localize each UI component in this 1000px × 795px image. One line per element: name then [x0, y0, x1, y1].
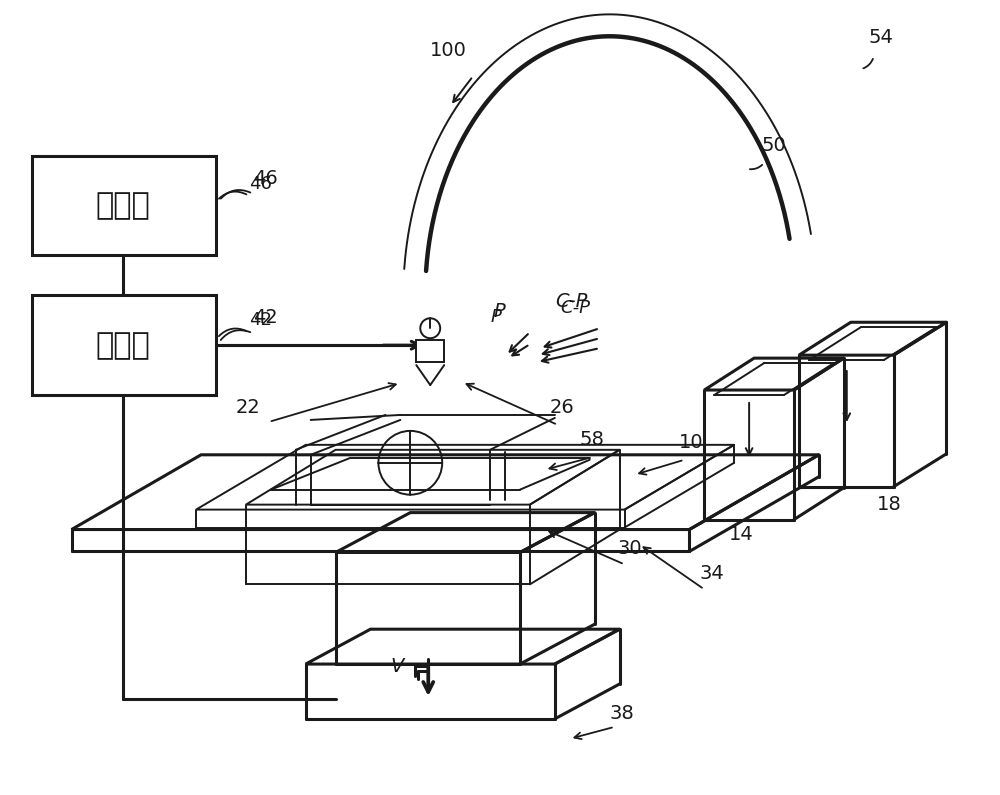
Text: 26: 26 [550, 398, 575, 417]
Text: 10: 10 [679, 432, 704, 452]
Text: 22: 22 [236, 398, 261, 417]
Text: P: P [493, 302, 505, 321]
Text: 34: 34 [699, 564, 724, 584]
Text: C-P: C-P [555, 293, 587, 312]
Bar [416, 340, 444, 363]
Text: 控制器: 控制器 [96, 191, 151, 220]
Text: 42: 42 [253, 308, 278, 328]
Bar [32, 156, 216, 255]
Text: 46: 46 [249, 175, 272, 192]
Text: 42: 42 [249, 312, 272, 329]
Text: V: V [390, 657, 404, 676]
Text: 致动器: 致动器 [96, 331, 151, 359]
Text: 14: 14 [729, 525, 754, 544]
Text: 38: 38 [610, 704, 634, 723]
Text: 30: 30 [618, 540, 642, 558]
Text: 100: 100 [430, 41, 467, 60]
Text: 46: 46 [253, 169, 278, 188]
Bar [32, 296, 216, 395]
Text: 50: 50 [761, 136, 786, 155]
Text: 18: 18 [877, 494, 901, 514]
Text: C-P: C-P [560, 299, 590, 317]
Text: P: P [490, 308, 501, 326]
Text: 54: 54 [869, 29, 894, 47]
Text: 58: 58 [580, 430, 605, 449]
